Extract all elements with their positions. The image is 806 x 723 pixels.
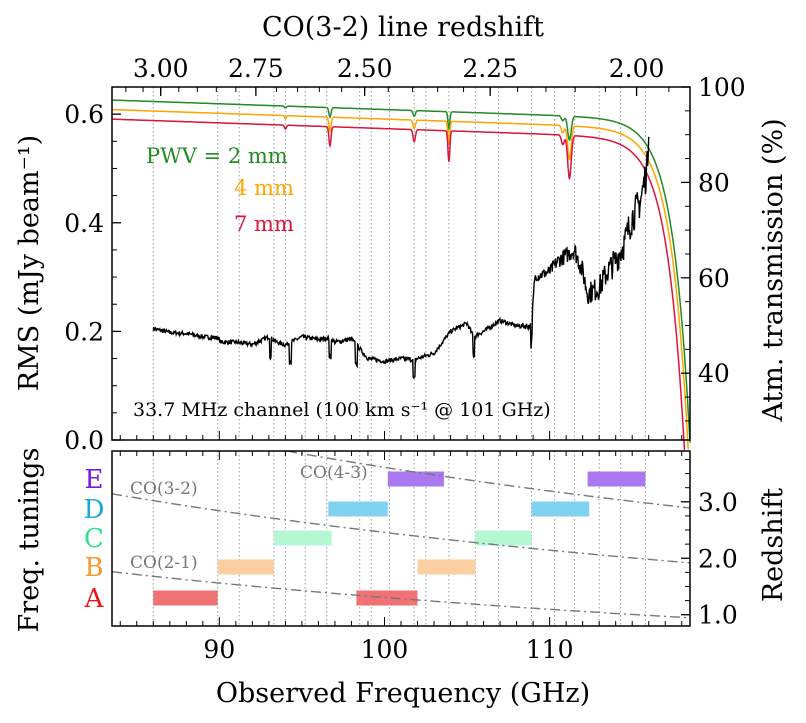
transmission-axis: 40 60 80 100 bbox=[681, 73, 746, 422]
transmission-axis-label: Atm. transmission (%) bbox=[758, 118, 789, 422]
tuning-label-A: A bbox=[84, 584, 105, 614]
rms-axis: 0.0 0.2 0.4 0.6 bbox=[64, 100, 121, 455]
trans-tick-label-3: 100 bbox=[698, 73, 746, 102]
rms-tick-label-2: 0.4 bbox=[64, 209, 104, 238]
rms-line bbox=[152, 136, 650, 380]
tuning-label-E: E bbox=[85, 465, 104, 495]
rms-axis-label: RMS (mJy beam⁻¹) bbox=[14, 135, 45, 391]
tuning-label-C: C bbox=[84, 524, 104, 554]
transmission-curves bbox=[112, 99, 691, 451]
co-curve-0 bbox=[111, 571, 691, 619]
freq-tick-label-100: 100 bbox=[361, 635, 409, 664]
legend-pwv-4mm: 4 mm bbox=[234, 176, 294, 200]
rms-tick-label-3: 0.6 bbox=[64, 100, 104, 129]
redshift-tick-label-2: 2.50 bbox=[337, 54, 393, 83]
z-tick-label-0: 1.0 bbox=[698, 601, 738, 630]
transmission-curve-1 bbox=[112, 108, 690, 450]
tuning-bar-C-1 bbox=[475, 530, 532, 546]
top-axis-label: CO(3-2) line redshift bbox=[262, 12, 544, 43]
top-redshift-axis: 3.00 2.75 2.50 2.25 2.00 bbox=[125, 54, 670, 96]
redshift-axis-label: Redshift bbox=[758, 488, 789, 602]
co-redshift-curves: CO(2-1) CO(3-2) CO(4-3) bbox=[111, 450, 691, 619]
redshift-tick-label-0: 3.00 bbox=[133, 54, 189, 83]
redshift-tick-label-3: 2.25 bbox=[462, 54, 518, 83]
trans-tick-label-2: 80 bbox=[698, 168, 730, 197]
top-plot-frame bbox=[111, 86, 691, 441]
tuning-label-D: D bbox=[84, 495, 105, 525]
tuning-bar-D-1 bbox=[531, 501, 590, 517]
transmission-curve-0 bbox=[112, 99, 691, 443]
co-curve-label-2: CO(4-3) bbox=[300, 463, 368, 483]
tuning-bars bbox=[153, 471, 646, 606]
tuning-label-B: B bbox=[84, 553, 103, 583]
pwv-legend: PWV = 2 mm 4 mm 7 mm bbox=[146, 144, 294, 236]
frequency-axis: 90 100 110 bbox=[119, 431, 683, 664]
top-panel: CO(3-2) line redshift 3.00 2.75 2.50 2.25 2.… bbox=[14, 12, 789, 455]
z-tick-label-1: 2.0 bbox=[698, 544, 738, 573]
redshift-tick-label-4: 2.00 bbox=[609, 54, 665, 83]
co-curve-label-1: CO(3-2) bbox=[130, 479, 198, 499]
tuning-bar-D-0 bbox=[328, 501, 388, 517]
co-curve-2 bbox=[286, 450, 691, 509]
co-curve-label-0: CO(2-1) bbox=[130, 553, 198, 573]
frequency-axis-label: Observed Frequency (GHz) bbox=[216, 678, 590, 709]
channel-annotation: 33.7 MHz channel (100 km s⁻¹ @ 101 GHz) bbox=[133, 399, 551, 421]
tuning-bar-A-1 bbox=[356, 590, 418, 606]
legend-pwv-7mm: 7 mm bbox=[234, 212, 294, 236]
tuning-bar-E-1 bbox=[587, 471, 646, 487]
co-curve-1 bbox=[111, 493, 691, 564]
tuning-bar-B-0 bbox=[217, 559, 274, 575]
trans-tick-label-1: 60 bbox=[698, 264, 730, 293]
trans-tick-label-0: 40 bbox=[698, 359, 730, 388]
transmission-curve-2 bbox=[112, 118, 686, 451]
rms-tick-label-1: 0.2 bbox=[64, 317, 104, 346]
tuning-bar-B-1 bbox=[417, 559, 476, 575]
tunings-axis-label: Freq. tunings bbox=[14, 448, 45, 633]
z-tick-label-2: 3.0 bbox=[698, 488, 738, 517]
legend-pwv-2mm: PWV = 2 mm bbox=[146, 144, 288, 168]
freq-tick-label-110: 110 bbox=[526, 635, 574, 664]
freq-tick-label-90: 90 bbox=[203, 635, 235, 664]
bottom-panel: CO(2-1) CO(3-2) CO(4-3) 90 100 110 1.0 2.0 3.0… bbox=[14, 431, 789, 709]
tuning-bar-E-0 bbox=[387, 471, 444, 487]
tuning-bar-A-0 bbox=[153, 590, 218, 606]
redshift-axis: 1.0 2.0 3.0 bbox=[681, 458, 738, 630]
rms-tick-label-0: 0.0 bbox=[64, 426, 104, 455]
redshift-tick-label-1: 2.75 bbox=[228, 54, 284, 83]
rms-curve bbox=[152, 136, 650, 380]
tuning-bar-C-0 bbox=[273, 530, 332, 546]
